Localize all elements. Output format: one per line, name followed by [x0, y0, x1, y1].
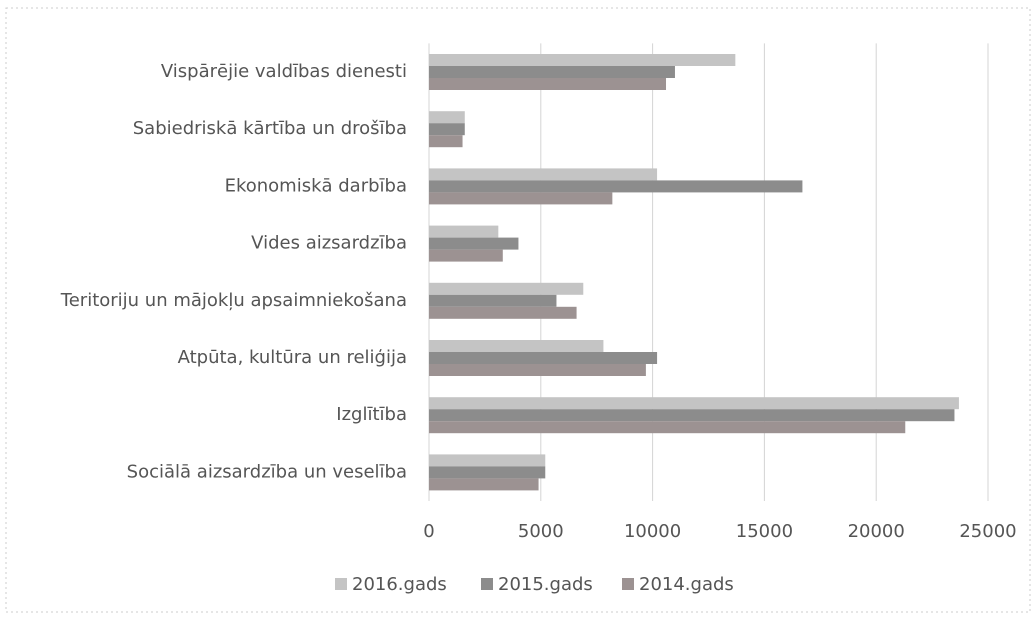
y-tick-label: Teritoriju un mājokļu apsaimniekošana: [60, 290, 407, 311]
x-tick-label: 0: [423, 521, 434, 542]
bar: [429, 111, 465, 124]
bar: [429, 249, 503, 262]
bar: [429, 237, 519, 250]
y-tick-label: Ekonomiskā darbība: [225, 175, 407, 196]
bar: [429, 466, 546, 479]
bar: [429, 454, 546, 467]
x-tick-label: 15000: [736, 521, 793, 542]
y-tick-label: Vides aizsardzība: [251, 233, 407, 254]
bar: [429, 306, 577, 319]
bar: [429, 294, 557, 307]
x-tick-label: 5000: [518, 521, 564, 542]
x-tick-label: 20000: [848, 521, 905, 542]
y-tick-label: Sociālā aizsardzība un veselība: [127, 461, 407, 482]
bar: [429, 225, 499, 238]
chart-frame: [5, 7, 1031, 613]
legend-swatch: [335, 578, 347, 590]
bar: [429, 192, 613, 205]
legend-swatch: [481, 578, 493, 590]
legend-swatch: [622, 578, 634, 590]
bar: [429, 421, 906, 434]
bar: [429, 54, 736, 66]
y-tick-label: Vispārējie valdības dienesti: [161, 61, 407, 82]
bar: [429, 66, 675, 78]
legend-label: 2015.gads: [498, 574, 593, 595]
y-tick-label: Sabiedriskā kārtība un drošība: [133, 118, 407, 139]
y-tick-label: Izglītība: [336, 404, 407, 425]
bar: [429, 352, 658, 364]
bar: [429, 123, 465, 136]
bar: [429, 282, 584, 295]
legend-label: 2016.gads: [352, 574, 447, 595]
y-tick-label: Atpūta, kultūra un reliģija: [178, 347, 407, 368]
bar: [429, 168, 658, 181]
bar: [429, 135, 463, 148]
bar: [429, 180, 803, 193]
x-tick-label: 10000: [624, 521, 681, 542]
bar: [429, 364, 646, 376]
bar: [429, 340, 604, 352]
bar: [429, 397, 959, 410]
x-tick-label: 25000: [959, 521, 1016, 542]
bar: [429, 478, 539, 491]
bar: [429, 409, 955, 422]
bar: [429, 78, 667, 90]
legend-label: 2014.gads: [639, 574, 734, 595]
